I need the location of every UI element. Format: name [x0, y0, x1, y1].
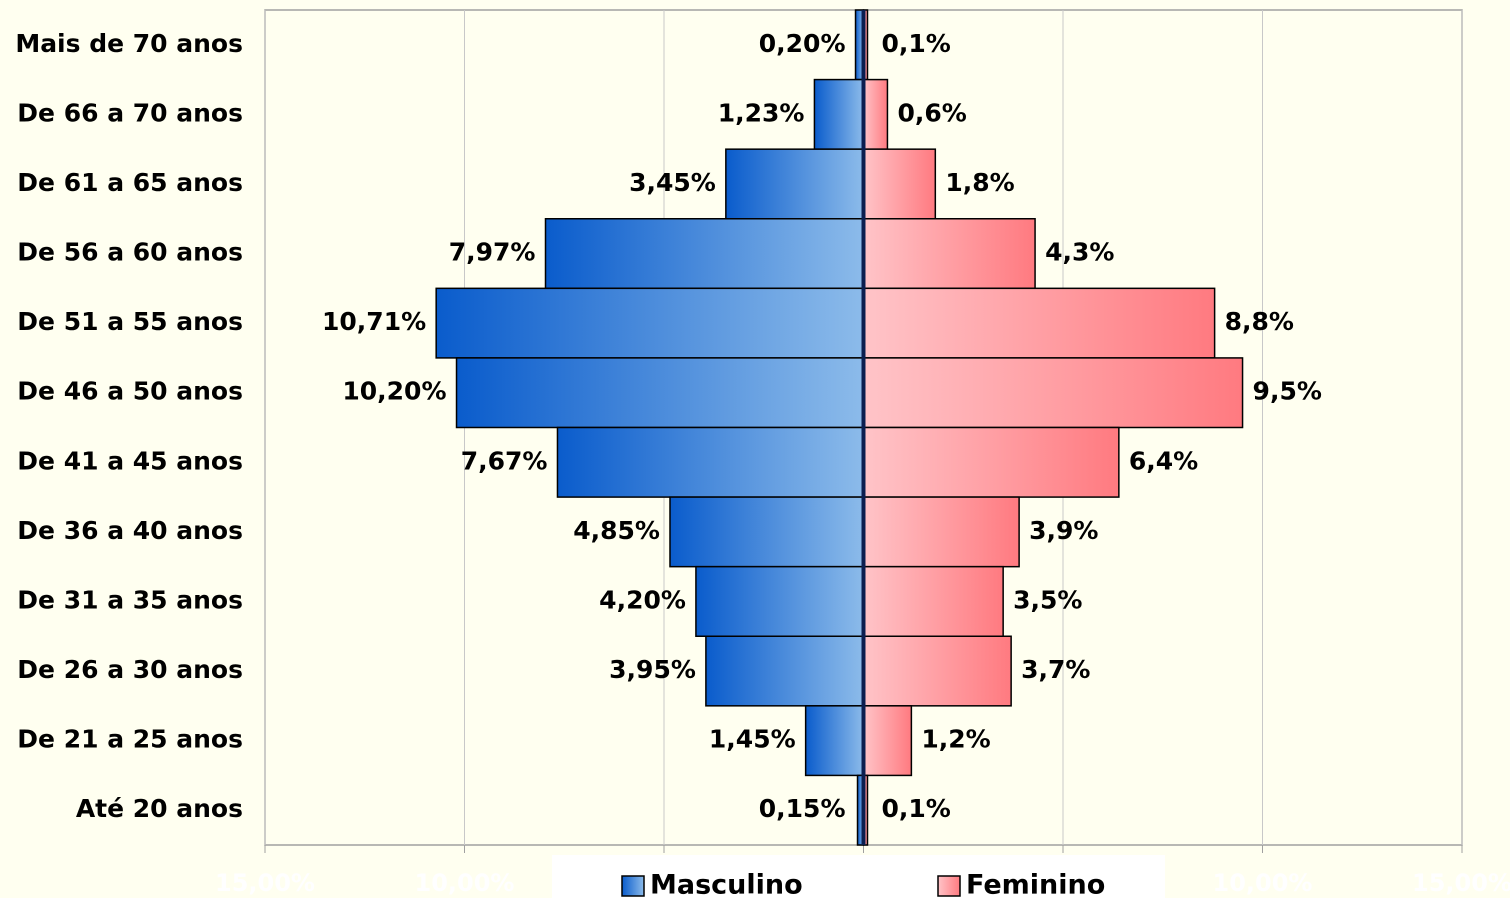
data-label: 10,20%: [342, 377, 446, 406]
bar: [695, 565, 865, 638]
bar: [669, 496, 865, 568]
bar: [556, 426, 865, 498]
y-tick-label: De 61 a 65 anos: [17, 168, 243, 197]
legend-box: [552, 855, 1165, 898]
y-tick-label: De 36 a 40 anos: [17, 516, 243, 545]
data-label: 7,97%: [449, 238, 536, 267]
data-label: 3,45%: [629, 168, 716, 197]
bar: [862, 218, 1036, 290]
y-tick-label: De 56 a 60 anos: [17, 238, 243, 267]
y-tick-label: De 51 a 55 anos: [17, 307, 243, 336]
bar: [725, 148, 865, 220]
data-label: 4,20%: [599, 585, 686, 614]
bar: [435, 287, 865, 359]
bar: [862, 426, 1120, 498]
bar: [544, 218, 865, 290]
data-label: 4,85%: [573, 516, 660, 545]
bar: [862, 635, 1012, 707]
bar: [804, 705, 865, 777]
data-label: 3,5%: [1013, 585, 1082, 614]
y-tick-label: De 46 a 50 anos: [17, 377, 243, 406]
bar: [862, 496, 1020, 568]
data-label: 0,20%: [759, 29, 846, 58]
data-label: 3,95%: [609, 655, 696, 684]
bar: [862, 357, 1244, 429]
bar: [813, 78, 865, 150]
legend-label: Masculino: [650, 870, 803, 898]
data-label: 0,6%: [897, 98, 966, 127]
y-tick-label: De 41 a 45 anos: [17, 446, 243, 475]
bar: [455, 357, 865, 429]
data-label: 3,7%: [1021, 655, 1090, 684]
bar: [862, 148, 937, 220]
data-label: 7,67%: [461, 446, 548, 475]
data-label: 1,23%: [718, 98, 805, 127]
data-label: 6,4%: [1129, 446, 1198, 475]
data-label: 0,15%: [759, 794, 846, 823]
legend-label: Feminino: [966, 870, 1105, 898]
x-tick-label: 15,00%: [1412, 869, 1510, 897]
data-label: 1,45%: [709, 725, 796, 754]
data-label: 1,8%: [945, 168, 1014, 197]
data-label: 0,1%: [882, 794, 951, 823]
data-label: 9,5%: [1253, 377, 1322, 406]
bar: [862, 705, 913, 777]
y-tick-label: De 26 a 30 anos: [17, 655, 243, 684]
data-label: 3,9%: [1029, 516, 1098, 545]
y-tick-label: De 66 a 70 anos: [17, 98, 243, 127]
data-label: 4,3%: [1045, 238, 1114, 267]
data-label: 8,8%: [1225, 307, 1294, 336]
bar: [862, 565, 1004, 638]
data-label: 10,71%: [322, 307, 426, 336]
x-tick-label: 15,00%: [215, 869, 315, 897]
y-tick-label: Até 20 anos: [76, 794, 243, 823]
legend-swatch: [621, 875, 645, 897]
data-label: 0,1%: [882, 29, 951, 58]
y-tick-label: De 31 a 35 anos: [17, 585, 243, 614]
bar: [705, 635, 865, 707]
legend-swatch: [937, 875, 961, 897]
x-tick-label: 10,00%: [1213, 869, 1313, 897]
bar: [862, 287, 1216, 359]
y-tick-label: Mais de 70 anos: [15, 29, 243, 58]
x-tick-label: 10,00%: [415, 869, 515, 897]
bar: [862, 78, 889, 150]
data-label: 1,2%: [921, 725, 990, 754]
y-tick-label: De 21 a 25 anos: [17, 725, 243, 754]
